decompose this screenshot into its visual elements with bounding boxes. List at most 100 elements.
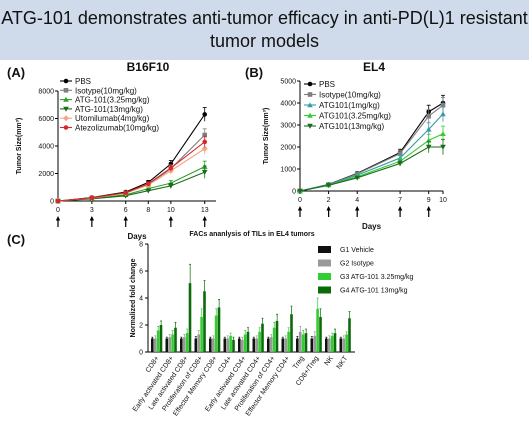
bar bbox=[348, 318, 351, 352]
x-tick-label: 9 bbox=[427, 197, 431, 204]
y-tick-label: 1000 bbox=[280, 167, 296, 174]
bar bbox=[180, 338, 183, 352]
x-axis-label: Days bbox=[127, 232, 147, 241]
legend-label: Isotype(10mg/kg) bbox=[319, 91, 381, 100]
y-tick-label: 2 bbox=[139, 323, 143, 330]
y-tick-label: 4000 bbox=[280, 101, 296, 108]
y-tick-label: 0 bbox=[292, 189, 296, 196]
bar bbox=[217, 307, 221, 352]
x-tick-label: 3 bbox=[90, 207, 94, 214]
chart-panel-c: (C) FACs ananlysis of TILs in EL4 tumors 0… bbox=[7, 231, 414, 418]
dosing-arrow-head bbox=[297, 206, 303, 211]
data-point bbox=[440, 111, 446, 117]
legend-label: ATG-101(13mg/kg) bbox=[75, 105, 143, 114]
category-label: NKT bbox=[336, 355, 350, 371]
data-point bbox=[89, 195, 95, 201]
bar bbox=[203, 291, 206, 352]
data-point bbox=[145, 188, 152, 194]
legend-swatch bbox=[318, 246, 331, 253]
bar bbox=[287, 331, 290, 352]
data-point bbox=[202, 112, 208, 117]
bar bbox=[185, 333, 189, 352]
bar bbox=[151, 338, 154, 352]
y-axis-label: Tumor Size(mm³) bbox=[16, 118, 23, 175]
bar bbox=[159, 325, 163, 352]
page-title: ATG-101 demonstrates anti-tumor efficacy… bbox=[1, 8, 528, 51]
bar bbox=[252, 338, 256, 352]
bar bbox=[197, 334, 200, 352]
dosing-arrow-head bbox=[55, 216, 61, 221]
panel-label: (B) bbox=[245, 65, 263, 80]
y-tick-label: 8 bbox=[139, 242, 143, 249]
dosing-arrow-head bbox=[397, 206, 403, 211]
legend-marker bbox=[63, 125, 69, 130]
chart-panel-b: (B) EL4 0 1000 2000 3000 4000 5000 0 2 4 7 9 10 Days Tu… bbox=[245, 60, 447, 231]
bar bbox=[153, 338, 157, 352]
legend-marker bbox=[63, 88, 69, 93]
bar bbox=[261, 323, 264, 352]
bar bbox=[171, 334, 174, 352]
bar bbox=[232, 339, 235, 352]
bar bbox=[188, 283, 192, 352]
legend-label: G3 ATG-101 3.25mg/kg bbox=[340, 274, 414, 281]
bar bbox=[327, 338, 331, 352]
bar bbox=[284, 338, 287, 352]
x-tick-label: 13 bbox=[201, 207, 209, 214]
dosing-arrow-head bbox=[426, 206, 431, 211]
bar bbox=[240, 339, 244, 352]
data-point bbox=[440, 102, 446, 108]
data-point bbox=[397, 161, 403, 167]
panel-label: (A) bbox=[7, 65, 25, 80]
x-tick-label: 6 bbox=[124, 207, 128, 214]
y-axis-label: Normalized fold change bbox=[130, 258, 137, 337]
legend-label: ATG101(1mg/kg) bbox=[319, 101, 380, 110]
bar bbox=[269, 337, 273, 352]
legend-label: Isotype(10mg/kg) bbox=[75, 86, 137, 95]
x-axis-label: Days bbox=[362, 222, 382, 231]
dosing-arrow-head bbox=[123, 216, 128, 221]
bar bbox=[281, 338, 285, 352]
bar bbox=[304, 333, 308, 352]
category-label: Treg bbox=[292, 355, 306, 371]
data-point bbox=[426, 113, 431, 119]
bar bbox=[267, 338, 270, 352]
legend-swatch bbox=[318, 286, 331, 294]
data-point bbox=[325, 183, 332, 189]
data-point bbox=[55, 198, 61, 204]
bar bbox=[342, 338, 345, 352]
bar bbox=[290, 314, 293, 352]
category-label: NK bbox=[324, 355, 336, 367]
bar bbox=[168, 337, 171, 352]
y-tick-label: 3000 bbox=[280, 123, 296, 130]
legend-marker bbox=[63, 106, 69, 112]
y-tick-label: 4 bbox=[139, 296, 143, 303]
title-banner: ATG-101 demonstrates anti-tumor efficacy… bbox=[0, 0, 529, 60]
bar bbox=[226, 338, 229, 352]
bar bbox=[214, 315, 218, 352]
legend-label: PBS bbox=[75, 77, 91, 86]
y-tick-label: 6 bbox=[139, 269, 143, 276]
bar bbox=[319, 316, 322, 352]
bar bbox=[330, 335, 334, 352]
data-point bbox=[425, 144, 432, 150]
series-line-2 bbox=[57, 166, 205, 202]
data-point bbox=[297, 188, 303, 194]
data-point bbox=[354, 175, 360, 181]
series-line-5 bbox=[57, 141, 206, 202]
y-tick-label: 0 bbox=[139, 350, 143, 357]
bar bbox=[255, 338, 258, 352]
dosing-arrow-head bbox=[202, 216, 207, 221]
bar bbox=[174, 327, 177, 352]
bar bbox=[325, 338, 328, 352]
bar bbox=[209, 338, 212, 352]
legend-label: ATG101(13mg/kg) bbox=[319, 122, 385, 131]
legend-marker bbox=[63, 96, 69, 102]
data-point bbox=[201, 145, 208, 152]
bar bbox=[272, 327, 276, 352]
bar bbox=[345, 334, 348, 352]
chart-panel-a: (A) B16F10 0 2000 4000 6000 8000 0 3 6 8 10 13 Days Tu… bbox=[7, 60, 216, 241]
bar bbox=[223, 338, 227, 352]
legend-label: Atezolizumab(10mg/kg) bbox=[75, 124, 159, 133]
y-tick-label: 5000 bbox=[280, 79, 296, 86]
